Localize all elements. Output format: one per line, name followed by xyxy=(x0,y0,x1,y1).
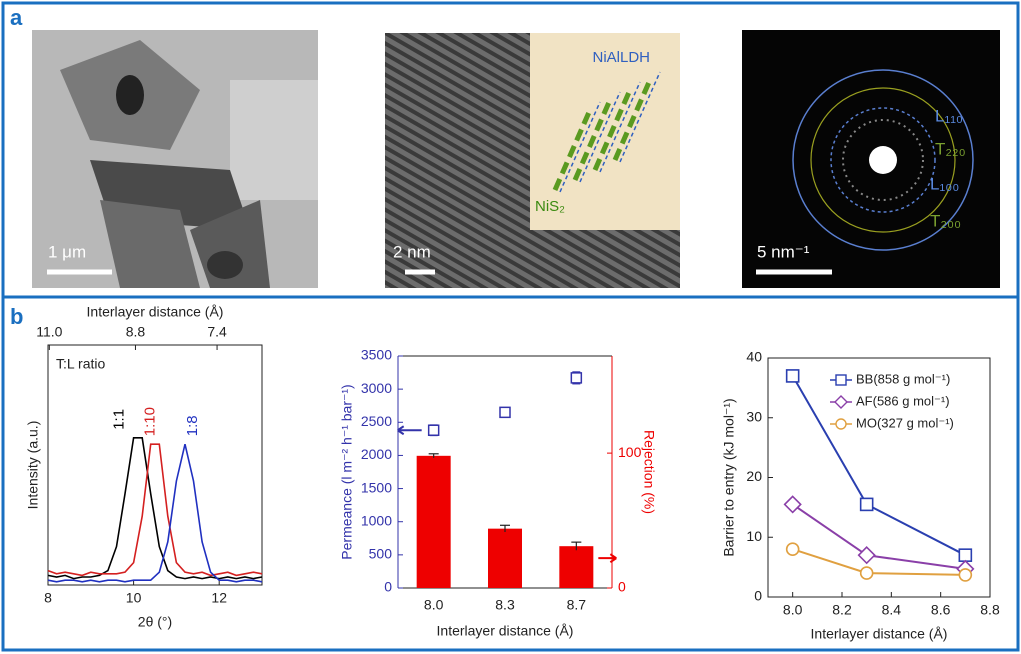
marker xyxy=(785,496,801,512)
marker xyxy=(787,370,799,382)
marker xyxy=(429,425,439,435)
x-tick-label: 8.6 xyxy=(931,602,951,618)
y-axis-title: Intensity (a.u.) xyxy=(25,421,41,510)
x-tick-label: 8.8 xyxy=(980,602,1000,618)
marker xyxy=(959,569,971,581)
y-tick-label: 500 xyxy=(369,546,393,562)
ring-label: T₂₀₀ xyxy=(930,211,961,230)
x-tick-label: 8.3 xyxy=(495,597,515,613)
ring-label: L₁₀₀ xyxy=(930,174,959,193)
y-tick-label: 0 xyxy=(384,579,392,595)
series-line xyxy=(793,549,966,575)
bar xyxy=(488,529,522,588)
y-tick-label: 3500 xyxy=(361,347,392,363)
marker xyxy=(959,549,971,561)
x-axis-title: Interlayer distance (Å) xyxy=(437,623,574,639)
marker xyxy=(861,498,873,510)
ring-label: L₁₁₀ xyxy=(935,106,963,125)
x-tick-label: 8 xyxy=(44,590,52,606)
arrow xyxy=(398,426,422,434)
x-tick-label: 8.7 xyxy=(567,597,587,613)
legend-label: AF(586 g mol⁻¹) xyxy=(856,393,950,408)
legend-label: MO(327 g mol⁻¹) xyxy=(856,415,954,430)
marker xyxy=(787,543,799,555)
y2-axis-title: Rejection (%) xyxy=(641,430,657,514)
y2-tick-label: 100 xyxy=(618,444,642,460)
ring-label: T₂₂₀ xyxy=(935,139,966,158)
legend-marker xyxy=(836,419,846,429)
bar xyxy=(559,546,593,588)
figure: a b 1 μm NiAlLDH NiS₂ 2 nm 5 nm⁻¹ xyxy=(0,0,1021,654)
series-line xyxy=(48,444,262,575)
marker xyxy=(859,547,875,563)
inset-label: NiS₂ xyxy=(535,198,565,215)
x-tick-label: 8.0 xyxy=(783,602,803,618)
x2-tick-label: 11.0 xyxy=(36,324,62,340)
panel-label: a xyxy=(10,5,23,30)
y-tick-label: 40 xyxy=(746,349,762,365)
series-line xyxy=(48,438,262,579)
y-tick-label: 2500 xyxy=(361,413,392,429)
y-tick-label: 30 xyxy=(746,408,762,424)
x-tick-label: 12 xyxy=(211,590,227,606)
marker xyxy=(571,373,581,383)
panel-label: b xyxy=(10,304,23,329)
series-line xyxy=(48,444,262,582)
x-axis-title: 2θ (°) xyxy=(138,614,172,630)
marker xyxy=(861,567,873,579)
series-line xyxy=(793,504,966,569)
annotation: T:L ratio xyxy=(56,356,105,372)
y2-tick-label: 0 xyxy=(618,579,626,595)
scale-label: 1 μm xyxy=(48,242,86,261)
y-axis-title: Barrier to entry (kJ mol⁻¹) xyxy=(721,398,737,556)
arrow xyxy=(598,554,616,562)
legend-marker xyxy=(835,396,847,408)
y-tick-label: 1500 xyxy=(361,479,392,495)
plot-frame xyxy=(48,345,262,585)
scale-label: 2 nm xyxy=(393,242,431,261)
scale-label: 5 nm⁻¹ xyxy=(757,242,810,261)
series-label: 1:8 xyxy=(184,415,201,436)
y-tick-label: 0 xyxy=(754,588,762,604)
x2-tick-label: 8.8 xyxy=(126,324,146,340)
y-tick-label: 2000 xyxy=(361,446,392,462)
x-tick-label: 8.0 xyxy=(424,597,444,613)
x-axis-title: Interlayer distance (Å) xyxy=(811,626,948,642)
y-tick-label: 10 xyxy=(746,528,762,544)
bar xyxy=(417,456,451,588)
y-axis-title: Permeance (l m⁻² h⁻¹ bar⁻¹) xyxy=(339,384,355,559)
legend-marker xyxy=(836,375,846,385)
x-tick-label: 10 xyxy=(126,590,142,606)
series-label: 1:1 xyxy=(111,409,128,430)
inset-label: NiAlLDH xyxy=(592,49,650,66)
x-tick-label: 8.2 xyxy=(832,602,852,618)
series-label: 1:10 xyxy=(142,407,159,436)
y-tick-label: 3000 xyxy=(361,380,392,396)
marker xyxy=(500,407,510,417)
x-tick-label: 8.4 xyxy=(882,602,902,618)
y-tick-label: 1000 xyxy=(361,512,392,528)
legend-label: BB(858 g mol⁻¹) xyxy=(856,371,950,386)
top-axis-title: Interlayer distance (Å) xyxy=(87,304,224,320)
y-tick-label: 20 xyxy=(746,468,762,484)
x2-tick-label: 7.4 xyxy=(207,324,227,340)
